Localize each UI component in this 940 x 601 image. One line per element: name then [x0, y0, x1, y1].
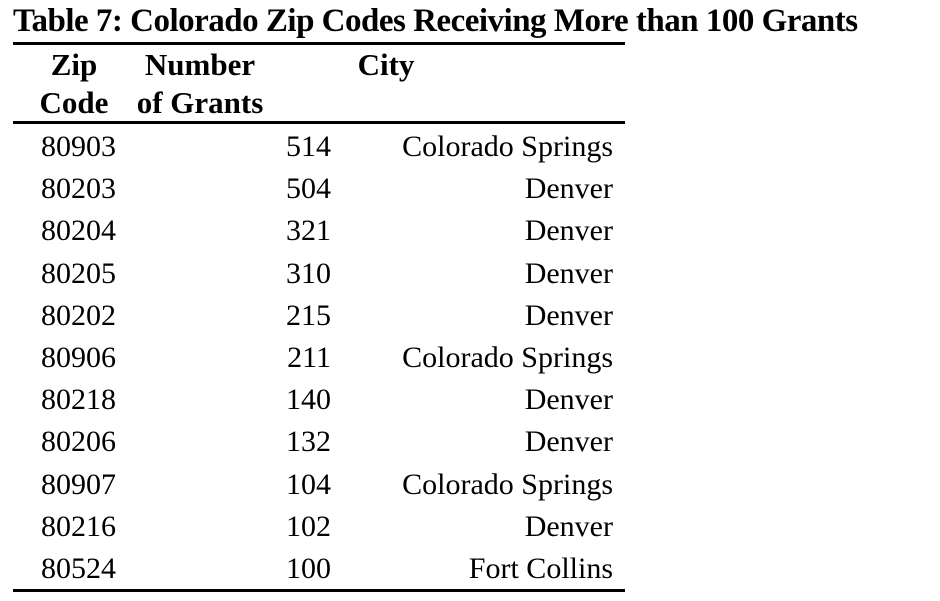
table-row: 80218 140 Denver: [13, 379, 613, 421]
zip-cell: 80524: [41, 551, 116, 585]
zip-cell: 80216: [41, 509, 116, 543]
table-caption: Table 7: Colorado Zip Codes Receiving Mo…: [13, 3, 858, 39]
table-row: 80203 504 Denver: [13, 168, 613, 210]
table-row: 80202 215 Denver: [13, 295, 613, 337]
column-header-grants-line1: Number: [144, 47, 256, 82]
column-header-city-line1: City: [357, 47, 415, 82]
zip-cell: 80205: [41, 256, 116, 290]
grants-cell: 104: [286, 467, 331, 501]
grants-cell: 132: [286, 425, 331, 459]
table-row: 80216 102 Denver: [13, 506, 613, 548]
grants-cell: 102: [286, 509, 331, 543]
grants-cell: 504: [286, 172, 331, 206]
table-body: 80903 514 Colorado Springs 80203 504 Den…: [13, 126, 613, 590]
city-cell: Colorado Springs: [402, 341, 613, 375]
grants-cell: 514: [286, 130, 331, 164]
city-cell: Denver: [524, 256, 613, 290]
table-row: 80906 211 Colorado Springs: [13, 337, 613, 379]
zip-cell: 80204: [41, 214, 116, 248]
zip-cell: 80206: [41, 425, 116, 459]
zip-cell: 80907: [41, 467, 116, 501]
zip-cell: 80203: [41, 172, 116, 206]
table-row: 80206 132 Denver: [13, 421, 613, 463]
table-row: 80204 321 Denver: [13, 210, 613, 252]
top-rule: [13, 42, 625, 45]
column-header-zip-line1: Zip: [50, 47, 98, 82]
city-cell: Denver: [524, 172, 613, 206]
bottom-rule: [13, 589, 625, 592]
grants-cell: 215: [286, 298, 331, 332]
table-row: 80907 104 Colorado Springs: [13, 464, 613, 506]
zip-cell: 80202: [41, 298, 116, 332]
grants-cell: 140: [286, 383, 331, 417]
city-cell: Denver: [524, 383, 613, 417]
city-cell: Denver: [524, 509, 613, 543]
zip-cell: 80218: [41, 383, 116, 417]
city-cell: Denver: [524, 298, 613, 332]
column-header-grants-line2: of Grants: [136, 85, 264, 120]
zip-cell: 80906: [41, 341, 116, 375]
column-header-city: City: [286, 46, 486, 84]
table-row: 80205 310 Denver: [13, 253, 613, 295]
table-row: 80524 100 Fort Collins: [13, 548, 613, 590]
column-header-number-of-grants: Number of Grants: [130, 46, 270, 122]
grants-cell: 321: [286, 214, 331, 248]
grants-cell: 211: [287, 341, 331, 375]
column-header-zip-code: Zip Code: [13, 46, 135, 122]
grants-cell: 100: [286, 551, 331, 585]
city-cell: Fort Collins: [468, 551, 613, 585]
city-cell: Denver: [524, 214, 613, 248]
city-cell: Colorado Springs: [402, 130, 613, 164]
city-cell: Colorado Springs: [402, 467, 613, 501]
column-header-zip-line2: Code: [39, 85, 109, 120]
table-row: 80903 514 Colorado Springs: [13, 126, 613, 168]
city-cell: Denver: [524, 425, 613, 459]
header-rule: [13, 121, 625, 124]
grants-cell: 310: [286, 256, 331, 290]
zip-cell: 80903: [41, 130, 116, 164]
